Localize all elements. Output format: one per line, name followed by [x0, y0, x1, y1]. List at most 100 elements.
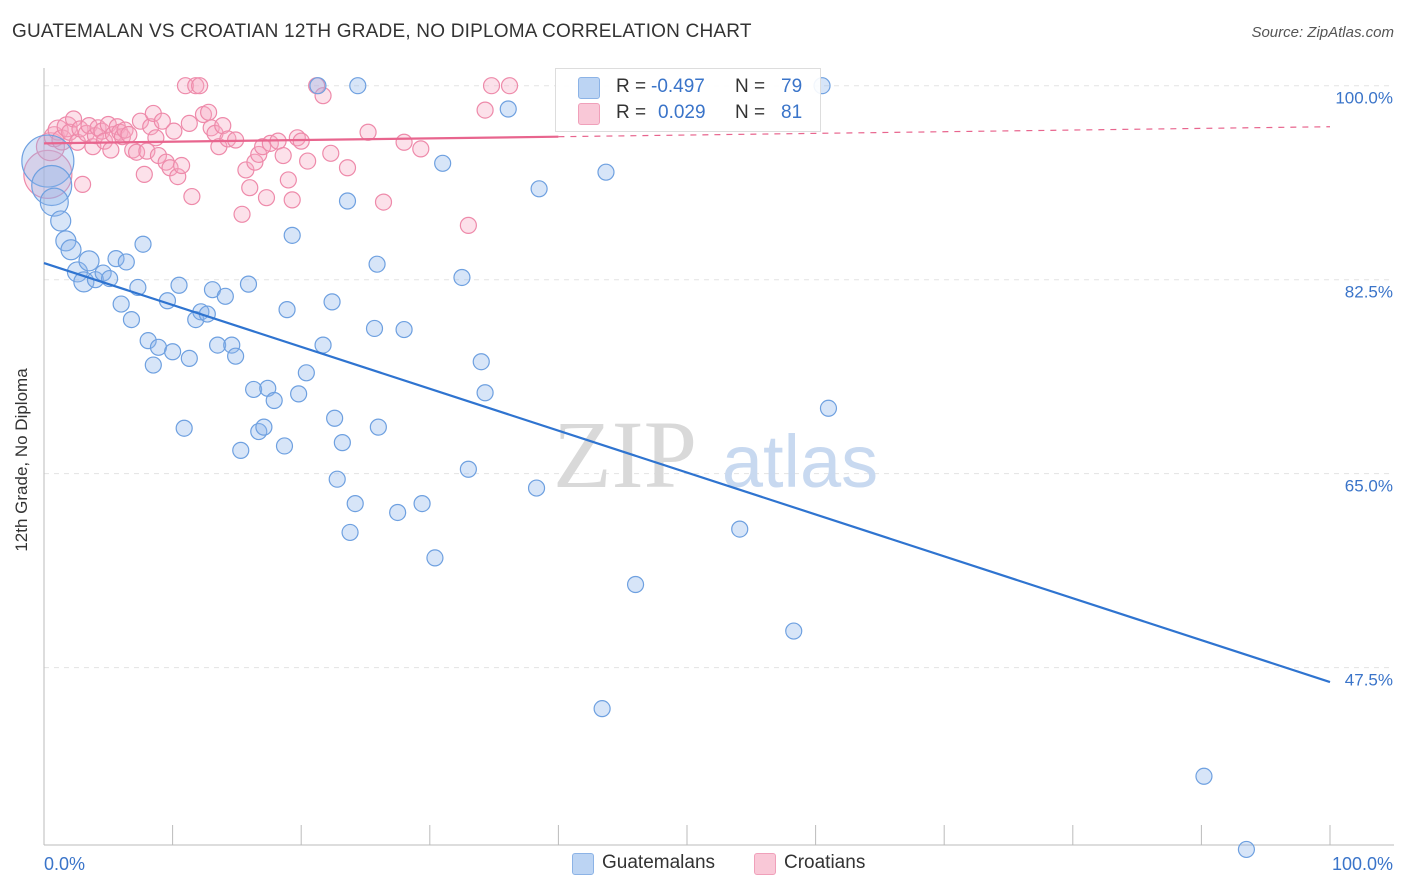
croatians-point	[338, 159, 357, 177]
guatemalans-point	[597, 163, 615, 181]
x-tick-label-min: 0.0%	[44, 854, 85, 874]
n-label: N =	[735, 76, 766, 97]
guatemalans-point	[453, 268, 471, 287]
croatians-point	[180, 114, 198, 132]
guatemalans-point	[216, 287, 234, 305]
r-label: R =	[616, 102, 647, 123]
guatemalans-point	[527, 479, 546, 497]
guatemalans-point	[434, 154, 452, 172]
guatemalans-point	[60, 239, 82, 261]
croatians-point	[120, 125, 138, 144]
guatemalans-point	[170, 276, 188, 294]
y-axis-label: 12th Grade, No Diploma	[12, 368, 31, 552]
croatians-point	[233, 205, 251, 223]
guatemalans-point	[232, 441, 250, 459]
watermark-atlas: atlas	[722, 420, 878, 503]
guatemalans-point	[395, 320, 413, 339]
guatemalans-point	[107, 250, 125, 268]
n-value: 81	[781, 102, 803, 123]
croatians-point	[169, 168, 187, 186]
guatemalans-point	[472, 353, 490, 371]
legend-label: Croatians	[784, 852, 866, 873]
croatians-point	[250, 145, 268, 164]
guatemalans-point	[731, 520, 749, 538]
guatemalans-point	[50, 210, 72, 232]
guatemalans-point	[530, 180, 548, 198]
croatians-point	[283, 191, 301, 209]
croatians-point	[165, 122, 183, 140]
guatemalans-point	[626, 575, 645, 594]
croatians-trend-line	[43, 135, 559, 145]
guatemalans-trend-line	[43, 262, 1331, 684]
guatemalans-point	[819, 399, 838, 417]
guatemalans-point	[368, 255, 386, 273]
croatians-point	[412, 140, 430, 158]
guatemalans-point	[338, 192, 357, 210]
croatians-trend-line-extension	[558, 126, 1331, 138]
guatemalans-point	[149, 338, 168, 356]
croatians-point	[482, 77, 501, 95]
guatemalans-point	[78, 250, 100, 272]
croatians-point	[322, 144, 340, 162]
n-label: N =	[735, 102, 766, 123]
chart-title: GUATEMALAN VS CROATIAN 12TH GRADE, NO DI…	[12, 21, 752, 42]
guatemalans-point	[283, 226, 301, 244]
legend-label: Guatemalans	[602, 852, 716, 873]
guatemalans-points	[21, 77, 1256, 859]
croatians-point	[64, 110, 83, 128]
croatians-point	[187, 77, 205, 95]
guatemalans-point	[275, 437, 294, 455]
guatemalans-point	[164, 343, 182, 361]
y-tick-label: 100.0%	[1335, 89, 1393, 108]
guatemalans-point	[346, 494, 364, 513]
guatemalans-point	[785, 622, 803, 640]
croatians-point	[395, 133, 413, 151]
guatemalans-point	[1195, 767, 1213, 785]
guatemalans-point	[245, 380, 263, 399]
guatemalans-point	[349, 77, 367, 95]
croatians-point	[102, 141, 120, 159]
guatemalans-point	[476, 384, 494, 402]
croatians-point	[500, 77, 519, 95]
guatemalans-point	[175, 419, 193, 437]
croatians-points	[23, 77, 519, 234]
guatemalans-point	[389, 503, 407, 522]
croatians-point	[374, 193, 393, 211]
guatemalans-point	[112, 295, 130, 313]
croatians-point	[476, 101, 494, 119]
guatemalans-point	[323, 293, 341, 311]
n-value: 79	[781, 76, 803, 97]
croatians-point	[314, 87, 332, 105]
croatians-point	[241, 179, 259, 197]
croatians-point	[274, 146, 292, 165]
guatemalans-point	[413, 494, 431, 513]
croatians-point	[459, 216, 477, 234]
croatians-point	[131, 112, 150, 130]
guatemalans-point	[499, 100, 517, 118]
croatians-point	[23, 149, 73, 199]
croatians-point	[257, 189, 276, 207]
guatemalans-point	[297, 364, 315, 382]
guatemalans-point	[180, 349, 198, 367]
y-tick-label: 82.5%	[1345, 283, 1393, 302]
y-tick-label: 47.5%	[1345, 671, 1393, 690]
guatemalans-point	[144, 356, 162, 374]
croatians-point	[153, 112, 171, 130]
guatemalans-point	[134, 235, 152, 253]
watermark: ZIP atlas	[553, 401, 878, 508]
croatians-point	[95, 132, 114, 150]
r-value: -0.497	[651, 76, 705, 97]
guatemalans-point	[117, 253, 135, 271]
guatemalans-point	[290, 385, 308, 403]
guatemalans-point	[122, 310, 141, 329]
croatians-swatch	[578, 103, 600, 125]
axes	[43, 68, 1394, 846]
guatemalans-point	[265, 391, 283, 410]
croatians-point	[200, 103, 218, 121]
x-tick-label-max: 100.0%	[1332, 854, 1393, 874]
guatemalans-point	[326, 409, 344, 427]
guatemalans-point	[223, 336, 241, 354]
croatians-legend-swatch	[754, 853, 776, 875]
guatemalans-point	[328, 470, 346, 488]
